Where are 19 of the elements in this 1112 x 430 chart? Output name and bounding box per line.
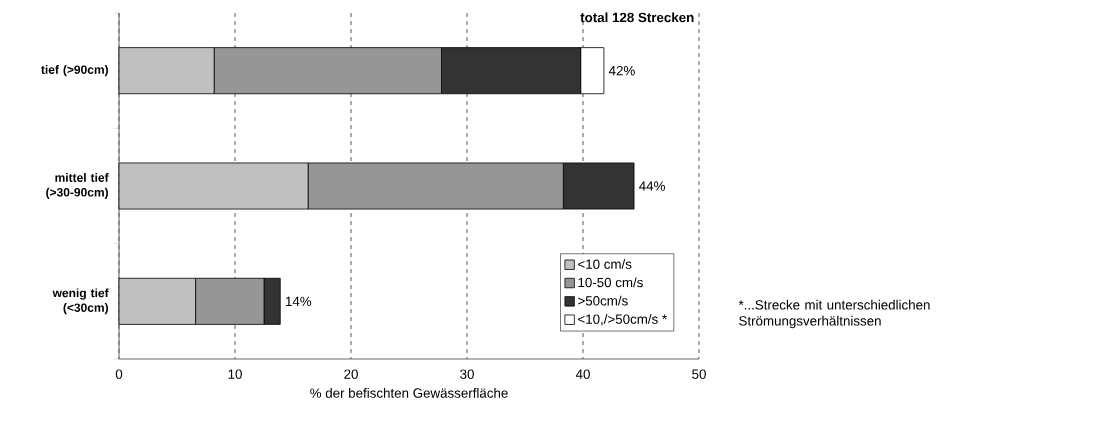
legend-label: <10,/>50cm/s * (578, 314, 667, 326)
total-label: 14% (285, 296, 312, 307)
x-tick-label: 40 (575, 369, 590, 379)
chart-title: total 128 Strecken (580, 12, 694, 23)
y-tick-label: tief (>90cm) (41, 65, 109, 77)
legend-label: 10-50 cm/s (578, 277, 643, 288)
total-label: 44% (639, 181, 665, 191)
y-tick-label: wenig tief (<30cm) (52, 288, 109, 315)
legend-label: >50cm/s (578, 295, 628, 306)
x-tick-label: 10 (228, 369, 242, 379)
x-axis-title: % der befischten Gewässerfläche (310, 388, 508, 398)
x-tick-label: 30 (460, 369, 474, 379)
x-tick-label: 50 (692, 369, 706, 379)
x-tick-label: 0 (115, 369, 123, 379)
total-label: 42% (608, 65, 635, 76)
legend-label: <10 cm/s (578, 259, 632, 269)
x-tick-label: 20 (344, 369, 358, 379)
y-tick-label: mittel tief (>30-90cm) (46, 173, 109, 199)
text: *...Strecke mit unterschiedlichen Strömungsverhältnissen (738, 299, 930, 329)
